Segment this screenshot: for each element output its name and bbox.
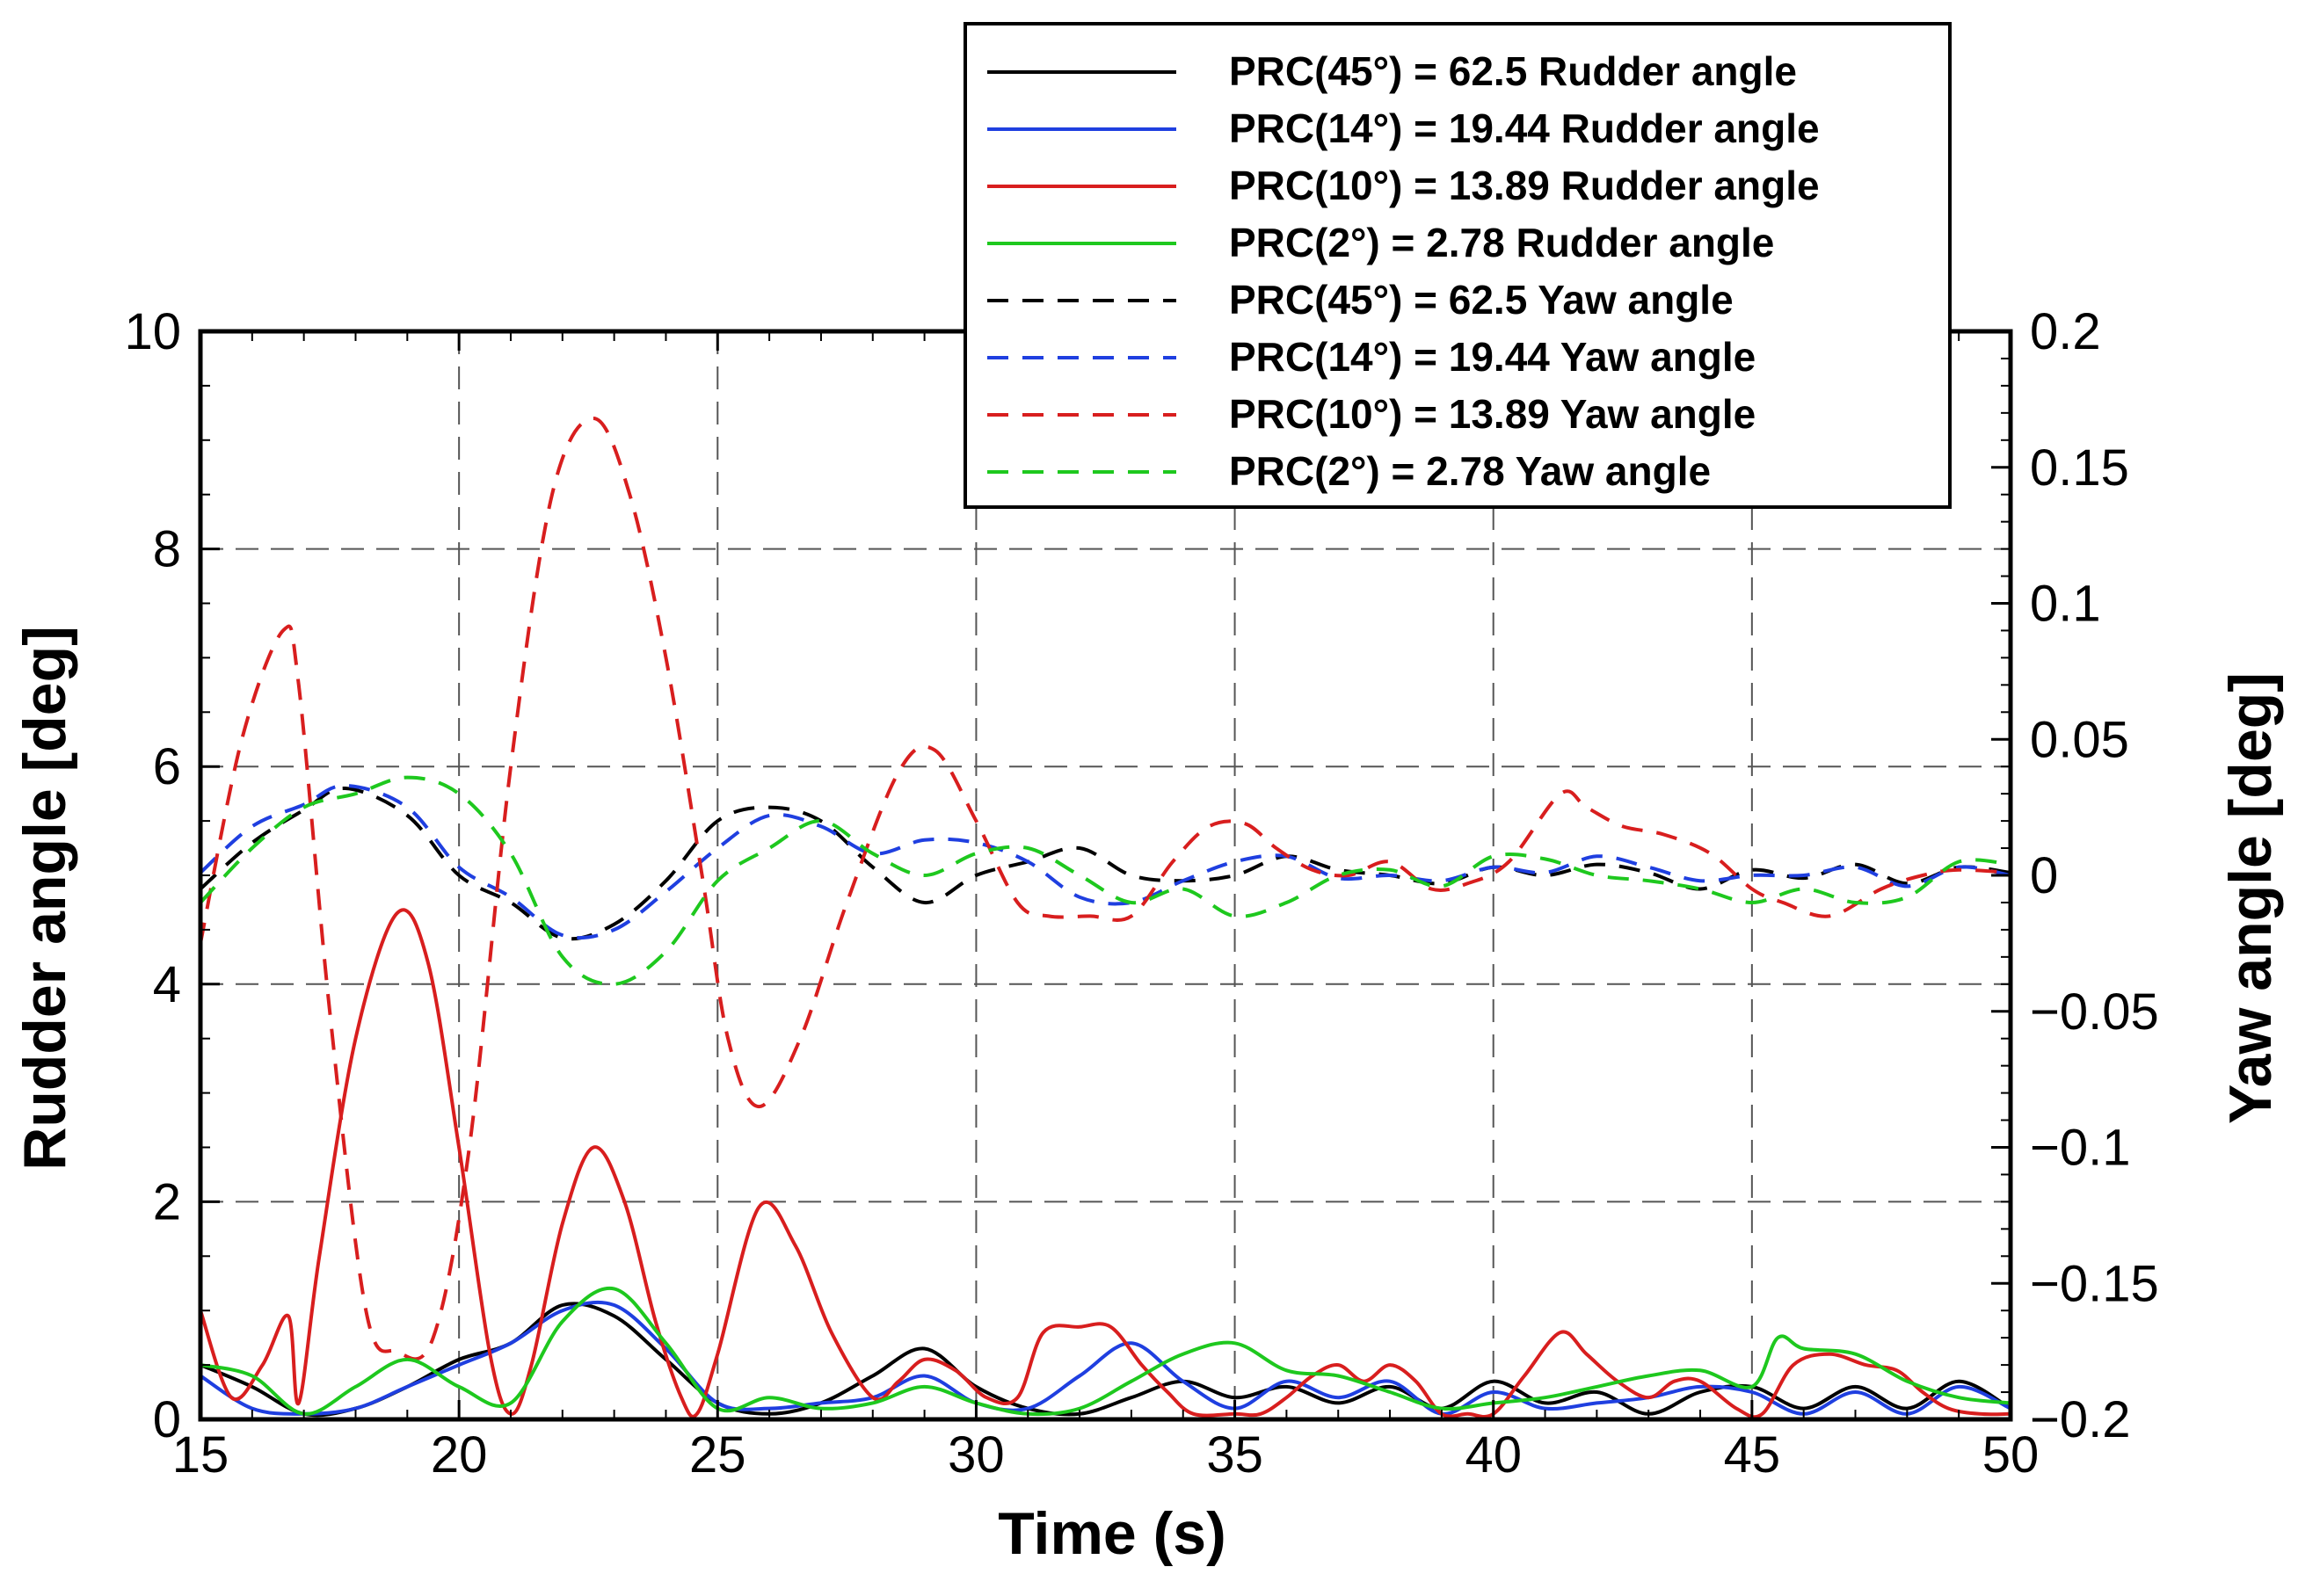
y2-tick-label: −0.1 [2030, 1120, 2131, 1177]
grid-lines [200, 331, 2011, 1419]
legend-label: PRC(14°) = 19.44 Yaw angle [1229, 334, 1756, 380]
axis-ticks: 15 20 25 30 35 40 45 50 0 2 4 6 8 10 −0.2 −0.15 −0.1 −0.0… [124, 303, 2158, 1484]
series-line-4 [199, 1286, 2012, 1417]
series-layer [199, 417, 2012, 1419]
y-tick-label: 4 [153, 956, 181, 1013]
legend-label: PRC(45°) = 62.5 Yaw angle [1229, 277, 1734, 323]
y2-tick-label: 0 [2030, 847, 2058, 904]
x-axis-title: Time (s) [998, 1500, 1225, 1567]
x-tick-label: 25 [689, 1426, 746, 1484]
legend-box [964, 22, 1952, 509]
legend-label: PRC(2°) = 2.78 Yaw angle [1229, 448, 1711, 494]
x-tick-label: 20 [431, 1426, 488, 1484]
legend-label: PRC(45°) = 62.5 Rudder angle [1229, 48, 1797, 94]
x-tick-label: 40 [1465, 1426, 1522, 1484]
legend-label: PRC(14°) = 19.44 Rudder angle [1229, 105, 1820, 151]
y-tick-label: 6 [153, 738, 181, 795]
y2-tick-label: 0.2 [2030, 303, 2101, 360]
series-line-5 [199, 786, 2011, 941]
y-tick-label: 10 [124, 303, 181, 360]
legend-label: PRC(10°) = 13.89 Yaw angle [1229, 391, 1756, 437]
x-tick-label: 15 [172, 1426, 229, 1484]
y2-tick-label: −0.15 [2030, 1255, 2159, 1312]
y2-axis-title: Yaw angle [deg] [2217, 672, 2284, 1124]
y2-tick-label: −0.2 [2030, 1391, 2131, 1448]
series-line-8 [199, 775, 2011, 986]
y-axis-title: Rudder angle [deg] [11, 626, 78, 1171]
legend: PRC(45°) = 62.5 Rudder angle PRC(14°) = 1… [964, 22, 1952, 509]
y2-tick-label: −0.05 [2030, 983, 2159, 1041]
y-tick-label: 0 [153, 1391, 181, 1448]
x-tick-label: 50 [1982, 1426, 2040, 1484]
series-line-3 [199, 908, 2012, 1419]
x-tick-label: 45 [1724, 1426, 1781, 1484]
y-tick-label: 8 [153, 521, 181, 578]
x-tick-label: 30 [948, 1426, 1005, 1484]
y-tick-label: 2 [153, 1173, 181, 1230]
x-tick-label: 35 [1206, 1426, 1263, 1484]
legend-label: PRC(2°) = 2.78 Rudder angle [1229, 220, 1774, 265]
series-line-6 [199, 783, 2011, 940]
legend-label: PRC(10°) = 13.89 Rudder angle [1229, 163, 1820, 208]
y2-tick-label: 0.1 [2030, 576, 2101, 633]
y2-tick-label: 0.05 [2030, 711, 2129, 768]
series-line-7 [199, 417, 2011, 1361]
y2-tick-label: 0.15 [2030, 439, 2129, 497]
